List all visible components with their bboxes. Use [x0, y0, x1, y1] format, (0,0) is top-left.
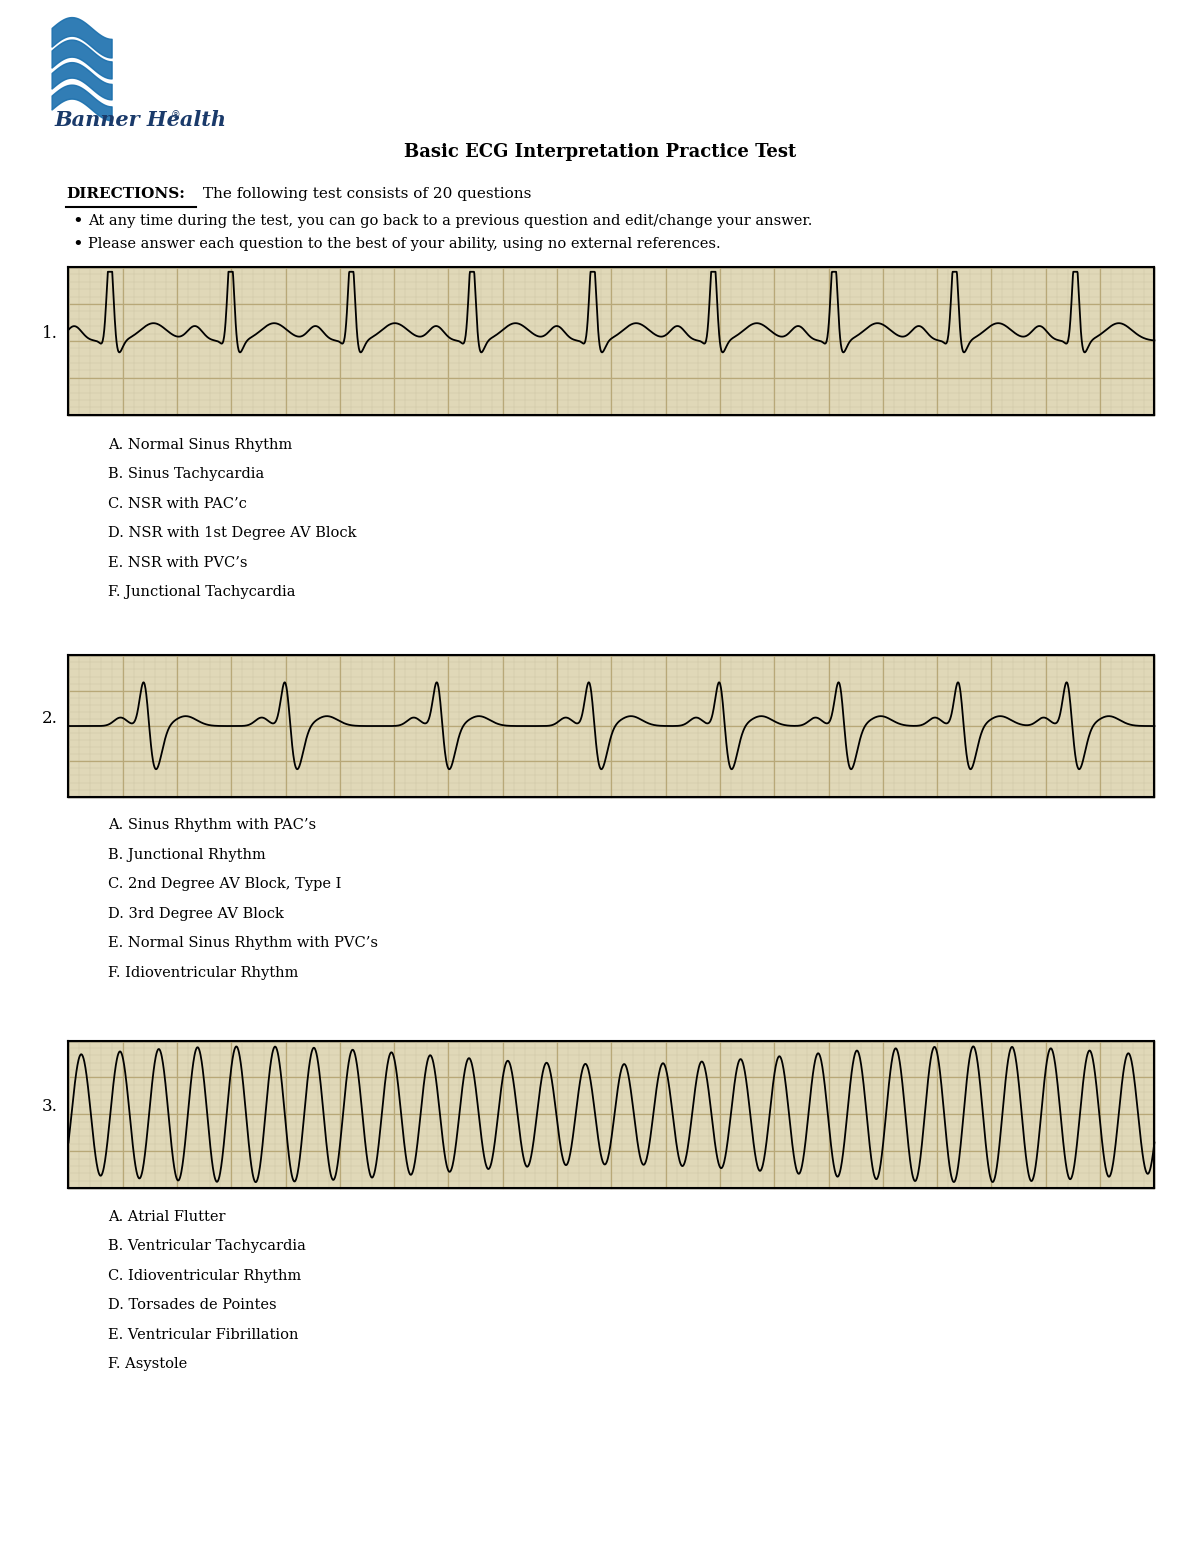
Text: •: • [72, 211, 83, 230]
Text: Please answer each question to the best of your ability, using no external refer: Please answer each question to the best … [88, 236, 720, 252]
Text: D. Torsades de Pointes: D. Torsades de Pointes [108, 1298, 277, 1312]
Text: D. 3rd Degree AV Block: D. 3rd Degree AV Block [108, 907, 284, 921]
Text: 3.: 3. [42, 1098, 58, 1115]
Text: At any time during the test, you can go back to a previous question and edit/cha: At any time during the test, you can go … [88, 213, 812, 228]
Text: DIRECTIONS:: DIRECTIONS: [66, 186, 185, 202]
Text: F. Junctional Tachycardia: F. Junctional Tachycardia [108, 585, 295, 599]
Text: D. NSR with 1st Degree AV Block: D. NSR with 1st Degree AV Block [108, 526, 356, 540]
Text: C. Idioventricular Rhythm: C. Idioventricular Rhythm [108, 1269, 301, 1283]
Text: C. NSR with PAC’c: C. NSR with PAC’c [108, 497, 247, 511]
Text: 2.: 2. [42, 710, 58, 727]
Text: A. Sinus Rhythm with PAC’s: A. Sinus Rhythm with PAC’s [108, 818, 316, 832]
Text: F. Idioventricular Rhythm: F. Idioventricular Rhythm [108, 966, 299, 980]
Text: E. NSR with PVC’s: E. NSR with PVC’s [108, 556, 247, 570]
Text: The following test consists of 20 questions: The following test consists of 20 questi… [198, 186, 532, 202]
Text: B. Junctional Rhythm: B. Junctional Rhythm [108, 848, 265, 862]
Text: 1.: 1. [42, 325, 58, 342]
Text: E. Ventricular Fibrillation: E. Ventricular Fibrillation [108, 1328, 299, 1342]
Text: C. 2nd Degree AV Block, Type I: C. 2nd Degree AV Block, Type I [108, 877, 341, 891]
Text: B. Sinus Tachycardia: B. Sinus Tachycardia [108, 467, 264, 481]
Text: •: • [72, 235, 83, 253]
Bar [68, 1041, 1154, 1188]
Text: F. Asystole: F. Asystole [108, 1357, 187, 1371]
Text: Banner Health: Banner Health [54, 110, 226, 129]
Bar [68, 655, 1154, 797]
Text: A. Normal Sinus Rhythm: A. Normal Sinus Rhythm [108, 438, 293, 452]
Text: B. Ventricular Tachycardia: B. Ventricular Tachycardia [108, 1239, 306, 1253]
Bar [68, 267, 1154, 415]
Text: Basic ECG Interpretation Practice Test: Basic ECG Interpretation Practice Test [404, 143, 796, 162]
Text: E. Normal Sinus Rhythm with PVC’s: E. Normal Sinus Rhythm with PVC’s [108, 936, 378, 950]
Text: A. Atrial Flutter: A. Atrial Flutter [108, 1210, 226, 1224]
Text: ®: ® [170, 110, 180, 120]
